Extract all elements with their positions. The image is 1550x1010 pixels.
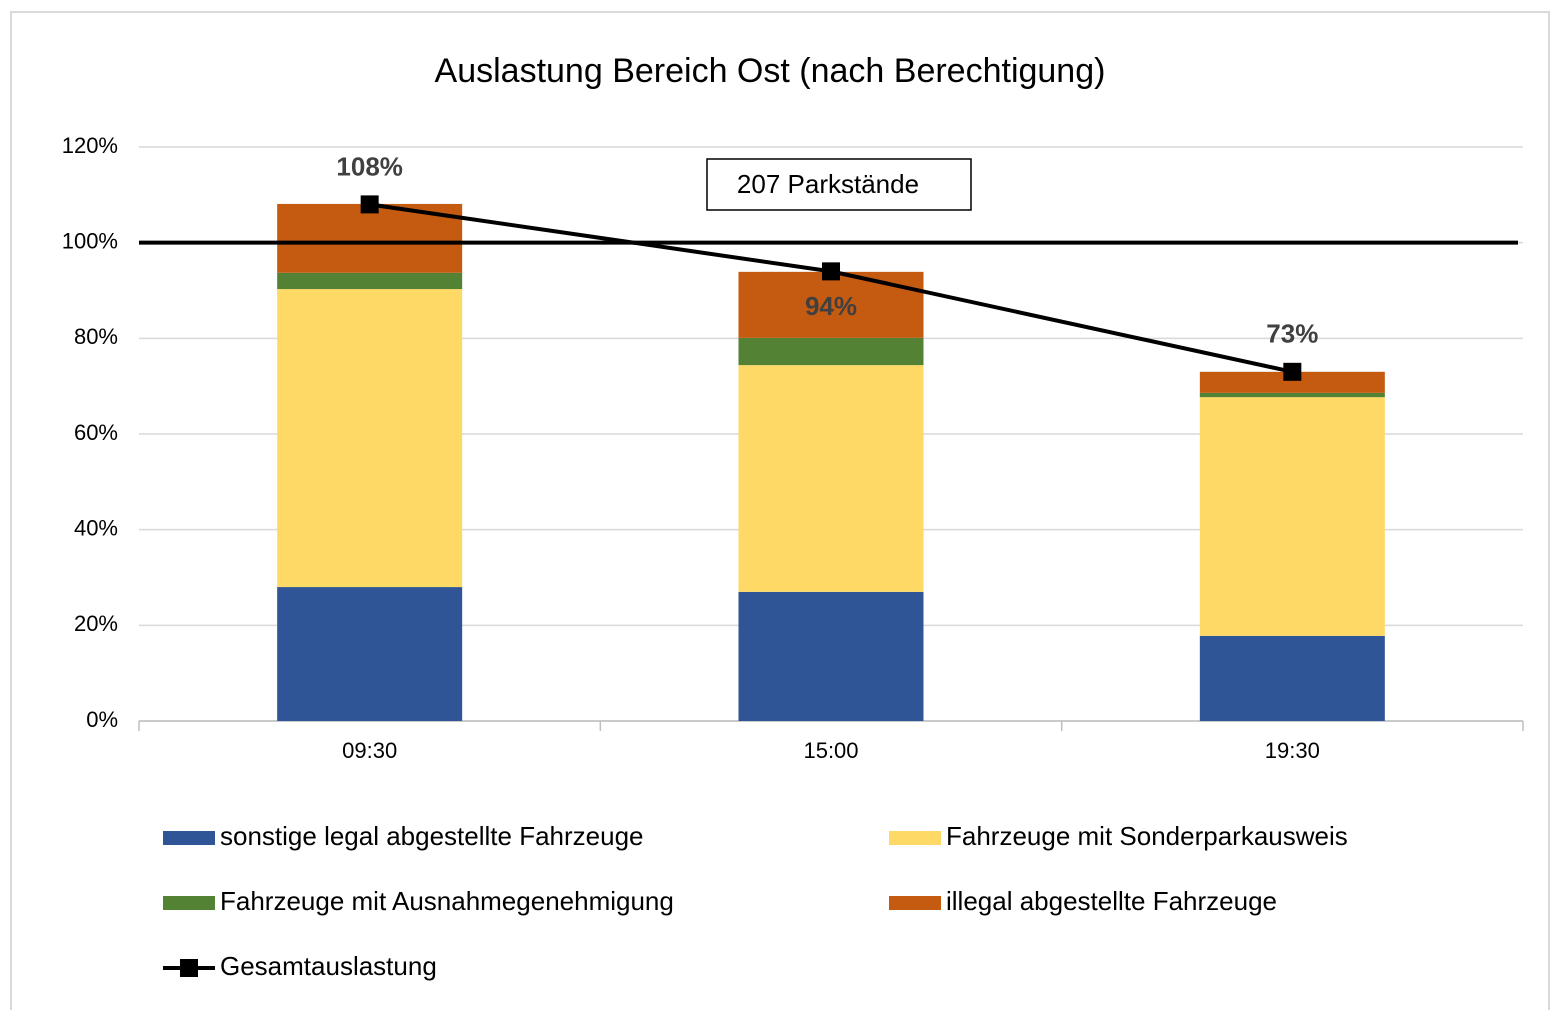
bar-segment (277, 272, 463, 290)
y-tick-label: 0% (86, 707, 118, 732)
legend-label: sonstige legal abgestellte Fahrzeuge (220, 821, 644, 851)
bar-segment (277, 289, 463, 588)
bar-segment (738, 365, 924, 592)
legend-label: Fahrzeuge mit Ausnahmegenehmigung (220, 886, 674, 916)
annotation: 207 Parkstände (737, 169, 919, 199)
total-marker (822, 262, 840, 281)
bar-segment (1199, 392, 1385, 398)
bar-segment (277, 203, 463, 273)
legend-swatch (889, 896, 941, 910)
legend-label: illegal abgestellte Fahrzeuge (946, 886, 1277, 916)
bar-segment (277, 587, 463, 721)
total-marker (360, 195, 379, 214)
bar-segment (1199, 371, 1385, 393)
bar-segment (738, 591, 924, 721)
data-label: 108% (336, 151, 403, 181)
x-tick-label: 09:30 (342, 738, 397, 763)
y-tick-label: 20% (74, 611, 118, 636)
bars (277, 203, 1385, 721)
total-marker (1283, 362, 1302, 381)
bar-segment (738, 337, 924, 366)
legend-swatch (163, 896, 215, 910)
data-label: 73% (1266, 319, 1318, 349)
legend-swatch-marker (180, 959, 198, 977)
y-tick-label: 80% (74, 324, 118, 349)
data-label: 94% (805, 291, 857, 321)
y-tick-label: 100% (62, 228, 118, 253)
overlay: 108% 94% 73% sonstige legal abgestellte Fah… (139, 151, 1518, 981)
x-tick-label: 15:00 (803, 738, 858, 763)
annotation-box (706, 158, 972, 211)
bar-segment (1199, 635, 1385, 721)
y-tick-label: 60% (74, 420, 118, 445)
legend-label: Gesamtauslastung (220, 951, 437, 981)
chart-title: Auslastung Bereich Ost (nach Berechtigun… (435, 52, 1106, 90)
bar-segment (1199, 397, 1385, 636)
y-tick-label: 40% (74, 515, 118, 540)
x-tick-label: 19:30 (1265, 738, 1320, 763)
legend-swatch (163, 831, 215, 845)
y-tick-label: 120% (62, 133, 118, 158)
legend-swatch (889, 831, 941, 845)
legend-label: Fahrzeuge mit Sonderparkausweis (946, 821, 1348, 851)
